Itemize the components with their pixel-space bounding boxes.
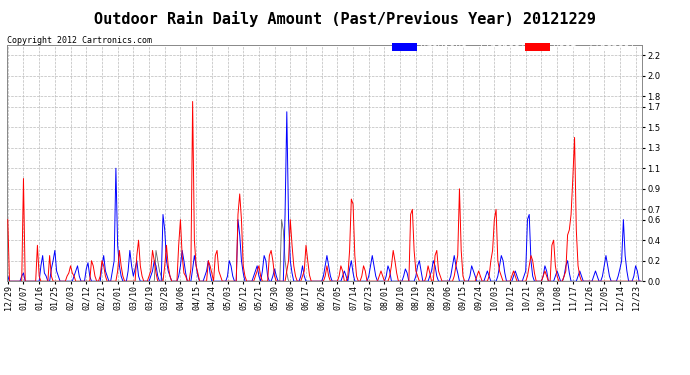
Text: Copyright 2012 Cartronics.com: Copyright 2012 Cartronics.com bbox=[7, 36, 152, 45]
Text: Outdoor Rain Daily Amount (Past/Previous Year) 20121229: Outdoor Rain Daily Amount (Past/Previous… bbox=[94, 11, 596, 27]
Legend: Previous  (Inches), Past  (Inches): Previous (Inches), Past (Inches) bbox=[391, 40, 637, 54]
